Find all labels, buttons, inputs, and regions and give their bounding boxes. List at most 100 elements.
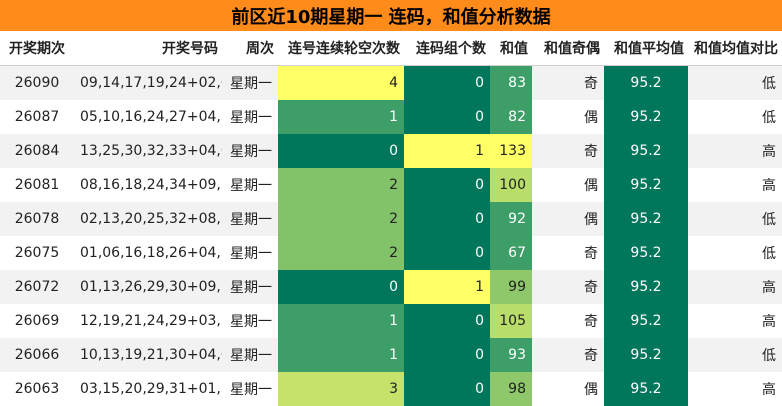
cell-weekday: 星期一	[222, 235, 278, 270]
cell-avg: 95.2	[604, 269, 688, 304]
analysis-table: 开奖期次 开奖号码 周次 连号连续轮空次数 连码组个数 和值 和值奇偶 和值平均…	[0, 31, 782, 406]
header-compare: 和值均值对比	[688, 31, 782, 66]
sheet-title: 前区近10期星期一 连码，和值分析数据	[0, 0, 782, 31]
cell-parity: 偶	[532, 201, 604, 236]
cell-numbers: 08,16,18,24,34+09,12	[74, 167, 222, 202]
cell-lian: 0	[404, 99, 490, 134]
cell-avg: 95.2	[604, 235, 688, 270]
header-parity: 和值奇偶	[532, 31, 604, 66]
cell-sum: 133	[490, 133, 532, 168]
cell-sum: 67	[490, 235, 532, 270]
cell-period: 26090	[0, 65, 74, 100]
cell-lian: 0	[404, 303, 490, 338]
header-gap: 连号连续轮空次数	[278, 31, 404, 66]
cell-numbers: 10,13,19,21,30+04,05	[74, 337, 222, 372]
header-lian: 连码组个数	[404, 31, 490, 66]
cell-weekday: 星期一	[222, 167, 278, 202]
cell-period: 26066	[0, 337, 74, 372]
cell-sum: 99	[490, 269, 532, 304]
cell-gap: 0	[278, 133, 404, 168]
cell-parity: 奇	[532, 337, 604, 372]
cell-avg: 95.2	[604, 65, 688, 100]
cell-period: 26072	[0, 269, 74, 304]
cell-avg: 95.2	[604, 303, 688, 338]
cell-avg: 95.2	[604, 201, 688, 236]
cell-lian: 1	[404, 269, 490, 304]
cell-gap: 1	[278, 99, 404, 134]
cell-numbers: 09,14,17,19,24+02,09	[74, 65, 222, 100]
cell-weekday: 星期一	[222, 337, 278, 372]
header-avg: 和值平均值	[604, 31, 688, 66]
cell-avg: 95.2	[604, 133, 688, 168]
cell-numbers: 01,06,16,18,26+04,10	[74, 235, 222, 270]
cell-gap: 2	[278, 201, 404, 236]
cell-gap: 0	[278, 269, 404, 304]
cell-compare: 低	[688, 65, 782, 100]
cell-weekday: 星期一	[222, 371, 278, 406]
cell-gap: 1	[278, 337, 404, 372]
cell-weekday: 星期一	[222, 269, 278, 304]
cell-sum: 98	[490, 371, 532, 406]
cell-sum: 105	[490, 303, 532, 338]
cell-compare: 高	[688, 269, 782, 304]
cell-lian: 0	[404, 337, 490, 372]
cell-parity: 奇	[532, 133, 604, 168]
cell-parity: 奇	[532, 235, 604, 270]
cell-weekday: 星期一	[222, 99, 278, 134]
cell-compare: 低	[688, 201, 782, 236]
header-sum: 和值	[490, 31, 532, 66]
cell-parity: 奇	[532, 269, 604, 304]
cell-sum: 92	[490, 201, 532, 236]
cell-weekday: 星期一	[222, 65, 278, 100]
cell-compare: 低	[688, 235, 782, 270]
cell-period: 26063	[0, 371, 74, 406]
cell-compare: 高	[688, 133, 782, 168]
cell-gap: 2	[278, 235, 404, 270]
cell-period: 26084	[0, 133, 74, 168]
cell-period: 26078	[0, 201, 74, 236]
cell-compare: 低	[688, 99, 782, 134]
cell-numbers: 05,10,16,24,27+04,10	[74, 99, 222, 134]
cell-parity: 偶	[532, 371, 604, 406]
cell-compare: 高	[688, 371, 782, 406]
cell-parity: 偶	[532, 167, 604, 202]
cell-compare: 低	[688, 337, 782, 372]
cell-weekday: 星期一	[222, 133, 278, 168]
table-body: 2609009,14,17,19,24+02,09星期一4083奇95.2低26…	[0, 65, 782, 406]
cell-lian: 0	[404, 235, 490, 270]
cell-lian: 0	[404, 201, 490, 236]
cell-gap: 3	[278, 371, 404, 406]
header-row: 开奖期次 开奖号码 周次 连号连续轮空次数 连码组个数 和值 和值奇偶 和值平均…	[0, 31, 782, 66]
cell-gap: 4	[278, 65, 404, 100]
cell-numbers: 12,19,21,24,29+03,10	[74, 303, 222, 338]
header-weekday: 周次	[222, 31, 278, 66]
cell-compare: 高	[688, 303, 782, 338]
cell-period: 26081	[0, 167, 74, 202]
cell-sum: 93	[490, 337, 532, 372]
cell-avg: 95.2	[604, 371, 688, 406]
cell-parity: 奇	[532, 303, 604, 338]
cell-numbers: 03,15,20,29,31+01,12	[74, 371, 222, 406]
cell-sum: 83	[490, 65, 532, 100]
cell-period: 26087	[0, 99, 74, 134]
header-numbers: 开奖号码	[74, 31, 222, 66]
cell-weekday: 星期一	[222, 303, 278, 338]
cell-parity: 奇	[532, 65, 604, 100]
cell-parity: 偶	[532, 99, 604, 134]
cell-avg: 95.2	[604, 167, 688, 202]
cell-period: 26075	[0, 235, 74, 270]
cell-weekday: 星期一	[222, 201, 278, 236]
cell-lian: 0	[404, 167, 490, 202]
cell-numbers: 01,13,26,29,30+09,11	[74, 269, 222, 304]
cell-gap: 2	[278, 167, 404, 202]
